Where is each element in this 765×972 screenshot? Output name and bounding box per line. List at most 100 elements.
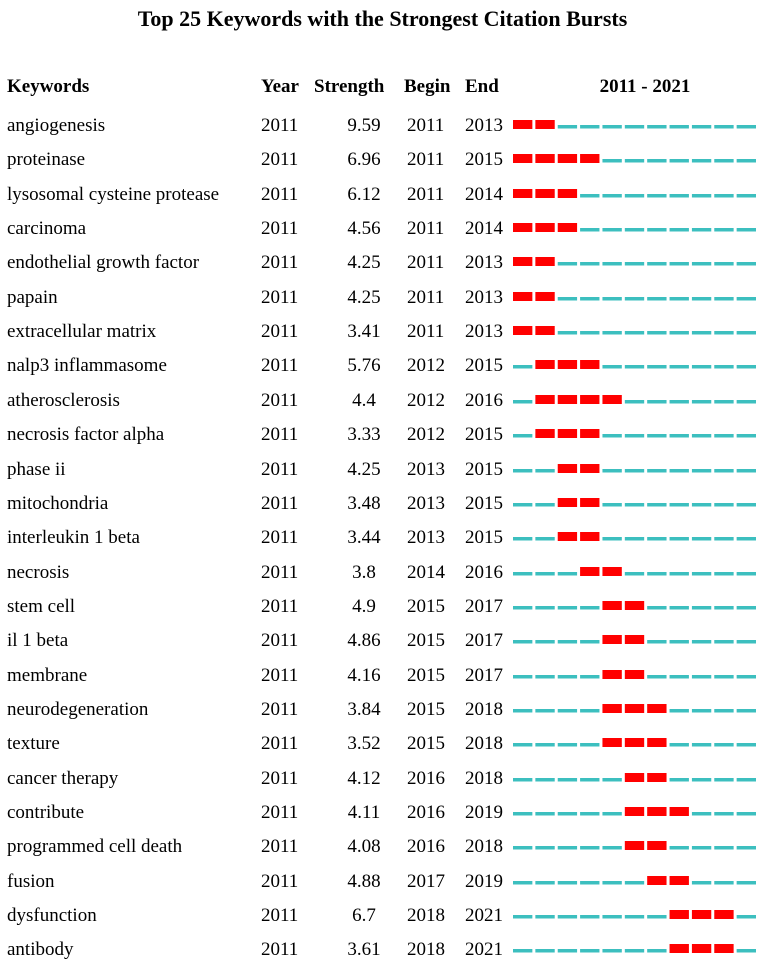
end-cell: 2021	[465, 905, 503, 927]
timeline-segment	[736, 640, 756, 644]
burst-segment	[580, 394, 600, 404]
timeline-segment	[691, 571, 712, 576]
year-cell: 2011	[261, 149, 299, 171]
burst-segment	[535, 326, 555, 336]
timeline-segment	[691, 640, 712, 644]
begin-cell: 2011	[407, 286, 445, 308]
keyword-cell: proteinase	[7, 149, 86, 171]
timeline-segment	[580, 812, 600, 816]
timeline-segment	[513, 708, 533, 713]
keyword-cell: texture	[7, 733, 60, 755]
timeline-segment	[580, 915, 600, 919]
burst-segment	[513, 326, 533, 336]
timeline-segment	[580, 331, 600, 335]
burst-segment	[557, 360, 578, 370]
burst-timeline	[513, 841, 756, 851]
burst-segment	[580, 360, 600, 370]
timeline-segment	[647, 434, 667, 438]
end-cell: 2017	[465, 664, 503, 686]
end-cell: 2014	[465, 218, 503, 240]
timeline-segment	[535, 674, 555, 679]
burst-segment	[624, 841, 645, 851]
burst-segment	[535, 154, 555, 164]
timeline-segment	[535, 880, 555, 885]
burst-segment	[580, 566, 600, 576]
begin-cell: 2017	[407, 870, 445, 892]
burst-segment	[557, 532, 578, 542]
burst-segment	[580, 429, 600, 439]
timeline-segment	[513, 880, 533, 885]
timeline-segment	[580, 708, 600, 713]
keyword-cell: cancer therapy	[7, 767, 119, 789]
timeline-segment	[669, 777, 689, 782]
burst-timeline	[513, 738, 756, 748]
timeline-segment	[602, 502, 622, 507]
timeline-segment	[691, 880, 712, 885]
timeline-segment	[513, 571, 533, 576]
end-cell: 2018	[465, 698, 503, 720]
burst-timeline	[513, 223, 756, 233]
timeline-segment	[647, 399, 667, 404]
timeline-segment	[624, 434, 645, 438]
timeline-segment	[647, 537, 667, 541]
end-cell: 2013	[465, 321, 503, 343]
begin-cell: 2016	[407, 802, 445, 823]
timeline-segment	[736, 125, 756, 129]
timeline-segment	[557, 125, 578, 129]
timeline-segment	[580, 262, 600, 266]
year-cell: 2011	[261, 595, 299, 617]
burst-segment	[557, 188, 578, 198]
timeline-segment	[580, 949, 600, 953]
timeline-segment	[714, 125, 734, 129]
timeline-segment	[669, 296, 689, 301]
timeline-segment	[669, 399, 689, 404]
timeline-segment	[513, 777, 533, 782]
table-row: endothelial growth factor 2011 4.25 2011 201…	[0, 251, 765, 283]
timeline-segment	[602, 262, 622, 266]
table-row: texture 2011 3.52 2015 2018	[0, 732, 765, 764]
begin-cell: 2015	[407, 698, 445, 720]
timeline-segment	[557, 949, 578, 953]
begin-cell: 2012	[407, 355, 445, 377]
end-cell: 2015	[465, 527, 503, 549]
end-cell: 2016	[465, 561, 503, 583]
begin-cell: 2012	[407, 389, 445, 411]
strength-cell: 3.48	[347, 492, 381, 514]
table-row: interleukin 1 beta 2011 3.44 2013 2015	[0, 526, 765, 558]
timeline-segment	[580, 674, 600, 679]
burst-segment	[535, 257, 555, 267]
table-row: angiogenesis 2011 9.59 2011 2013	[0, 114, 765, 146]
timeline-segment	[714, 537, 734, 541]
begin-cell: 2016	[407, 767, 445, 789]
year-cell: 2011	[261, 664, 299, 686]
timeline-segment	[513, 674, 533, 679]
timeline-segment	[714, 296, 734, 301]
year-cell: 2011	[261, 905, 299, 927]
timeline-segment	[736, 915, 756, 919]
keyword-cell: mitochondria	[7, 492, 109, 514]
timeline-segment	[736, 331, 756, 335]
burst-timeline	[513, 429, 756, 439]
burst-segment	[602, 635, 622, 645]
timeline-segment	[535, 846, 555, 850]
begin-cell: 2018	[407, 905, 445, 927]
timeline-segment	[580, 880, 600, 885]
timeline-segment	[535, 777, 555, 782]
timeline-segment	[624, 949, 645, 953]
strength-cell: 4.25	[347, 458, 381, 480]
year-cell: 2011	[261, 802, 299, 823]
timeline-segment	[714, 708, 734, 713]
keyword-cell: interleukin 1 beta	[7, 527, 140, 549]
burst-segment	[669, 807, 689, 816]
burst-segment	[624, 600, 645, 610]
timeline-segment	[580, 846, 600, 850]
table-row: carcinoma 2011 4.56 2011 2014	[0, 217, 765, 249]
burst-segment	[647, 772, 667, 782]
begin-cell: 2011	[407, 183, 445, 205]
timeline-segment	[535, 743, 555, 747]
timeline-segment	[602, 777, 622, 782]
burst-segment	[602, 669, 622, 679]
timeline-segment	[647, 331, 667, 335]
strength-cell: 4.56	[347, 218, 381, 240]
keyword-cell: phase ii	[7, 458, 66, 480]
